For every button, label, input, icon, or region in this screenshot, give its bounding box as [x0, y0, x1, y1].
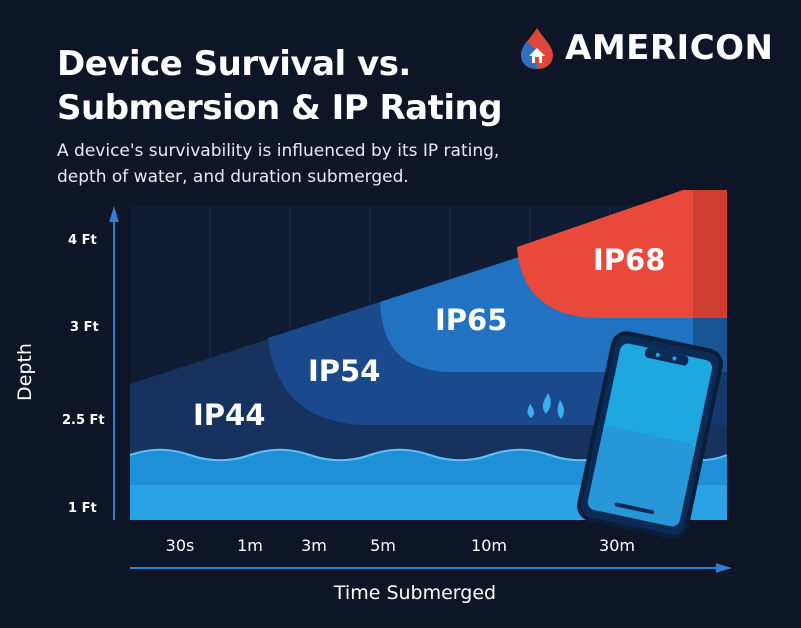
zone-label-ip54: IP54: [308, 354, 380, 388]
x-tick-30s: 30s: [166, 536, 195, 555]
zone-label-ip44: IP44: [193, 398, 265, 432]
y-tick-4ft: 4 Ft: [68, 233, 97, 248]
zone-label-ip68: IP68: [593, 243, 665, 277]
x-axis-title: Time Submerged: [333, 582, 496, 604]
ip68-edge-shade: [693, 190, 727, 318]
zone-ip68: [517, 190, 727, 318]
y-tick-1ft: 1 Ft: [68, 501, 97, 516]
x-tick-3m: 3m: [301, 536, 327, 555]
y-axis-title: Depth: [14, 343, 36, 401]
brand-name: AMERICON: [565, 28, 774, 68]
water-drop-house-icon: [521, 28, 553, 69]
brand-logo: AMERICON: [517, 26, 774, 70]
splash-drops: [527, 393, 564, 419]
chart-subtitle: A device's survivability is influenced b…: [57, 141, 500, 187]
zone-label-ip65: IP65: [435, 303, 507, 337]
x-tick-5m: 5m: [370, 536, 396, 555]
y-tick-2-5ft: 2.5 Ft: [62, 413, 105, 428]
x-tick-1m: 1m: [237, 536, 263, 555]
chart-title: Device Survival vs. Submersion & IP Rati…: [57, 44, 503, 128]
y-tick-3ft: 3 Ft: [70, 320, 99, 335]
smartphone-illustration: [577, 331, 723, 539]
x-tick-30m: 30m: [599, 536, 635, 555]
x-tick-10m: 10m: [471, 536, 507, 555]
